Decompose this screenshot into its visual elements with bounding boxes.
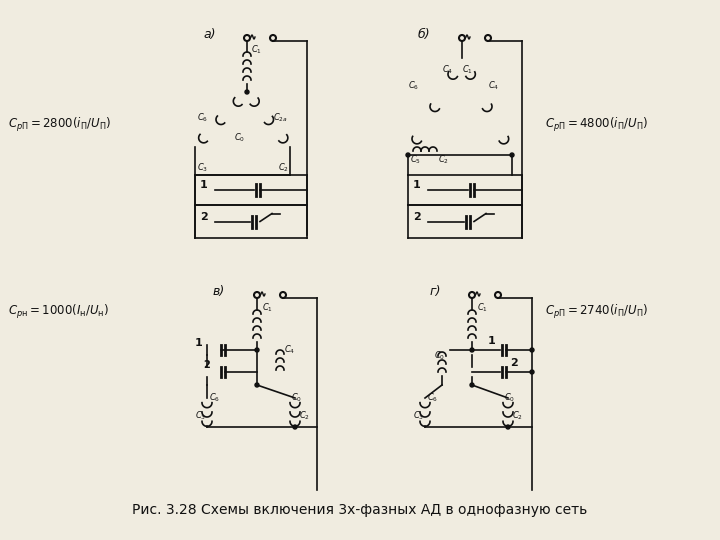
Text: $C_3$: $C_3$ — [413, 409, 424, 422]
Text: 2: 2 — [510, 358, 518, 368]
Text: $C_1$: $C_1$ — [477, 301, 488, 314]
Circle shape — [293, 425, 297, 429]
Text: 2: 2 — [413, 212, 420, 221]
Text: $C_4$: $C_4$ — [488, 79, 499, 91]
Text: $C_6$: $C_6$ — [197, 111, 208, 124]
Text: г): г) — [430, 285, 441, 298]
Text: $C_{p\text{н}} = 1000(I_{\text{н}}/U_{\text{н}})$: $C_{p\text{н}} = 1000(I_{\text{н}}/U_{\t… — [8, 303, 109, 321]
Circle shape — [530, 348, 534, 352]
Text: Рис. 3.28 Схемы включения 3х-фазных АД в однофазную сеть: Рис. 3.28 Схемы включения 3х-фазных АД в… — [132, 503, 588, 517]
Text: $C_6$: $C_6$ — [427, 392, 438, 404]
Text: $C_{2}$: $C_{2}$ — [512, 409, 523, 422]
Text: $C_3$: $C_3$ — [197, 162, 208, 174]
Circle shape — [470, 383, 474, 387]
Text: $C_0$: $C_0$ — [434, 349, 445, 361]
Circle shape — [530, 370, 534, 374]
Text: $C_3$: $C_3$ — [195, 409, 206, 422]
Text: $C_{p\Pi} = 2800(i_{\Pi}/U_{\Pi})$: $C_{p\Pi} = 2800(i_{\Pi}/U_{\Pi})$ — [8, 116, 112, 134]
Text: 2: 2 — [203, 360, 210, 370]
Text: $C_0$: $C_0$ — [291, 392, 302, 404]
Text: $C_{2a}$: $C_{2a}$ — [273, 111, 288, 124]
Circle shape — [255, 348, 259, 352]
Text: 2: 2 — [200, 212, 208, 221]
Text: $C_5$: $C_5$ — [410, 154, 421, 166]
Text: $C_0$: $C_0$ — [235, 131, 246, 144]
Circle shape — [255, 383, 259, 387]
Text: $C_{p\Pi} = 2740(i_{\Pi}/U_{\Pi})$: $C_{p\Pi} = 2740(i_{\Pi}/U_{\Pi})$ — [545, 303, 649, 321]
Circle shape — [470, 348, 474, 352]
Text: $C_4$: $C_4$ — [284, 343, 295, 355]
Text: $C_2$: $C_2$ — [278, 162, 289, 174]
Text: б): б) — [418, 28, 431, 41]
Text: 1: 1 — [413, 180, 420, 190]
Text: $C_6$: $C_6$ — [408, 79, 419, 91]
Text: $C_1$: $C_1$ — [462, 64, 473, 77]
Text: $C_0$: $C_0$ — [504, 392, 516, 404]
Circle shape — [506, 425, 510, 429]
Text: $C_{2}$: $C_{2}$ — [299, 409, 310, 422]
Circle shape — [510, 153, 514, 157]
Circle shape — [245, 90, 249, 94]
Text: $C_4$: $C_4$ — [442, 64, 454, 77]
Text: 1: 1 — [200, 180, 208, 190]
Text: $C_2$: $C_2$ — [438, 154, 449, 166]
Text: 1: 1 — [195, 338, 203, 348]
Text: $C_6$: $C_6$ — [209, 392, 220, 404]
Text: а): а) — [203, 28, 215, 41]
Circle shape — [406, 153, 410, 157]
Text: 1: 1 — [488, 336, 496, 346]
Text: $C_{p\Pi} = 4800(i_{\Pi}/U_{\Pi})$: $C_{p\Pi} = 4800(i_{\Pi}/U_{\Pi})$ — [545, 116, 649, 134]
Text: в): в) — [213, 285, 225, 298]
Text: $C_1$: $C_1$ — [251, 43, 262, 56]
Text: $C_1$: $C_1$ — [262, 301, 273, 314]
